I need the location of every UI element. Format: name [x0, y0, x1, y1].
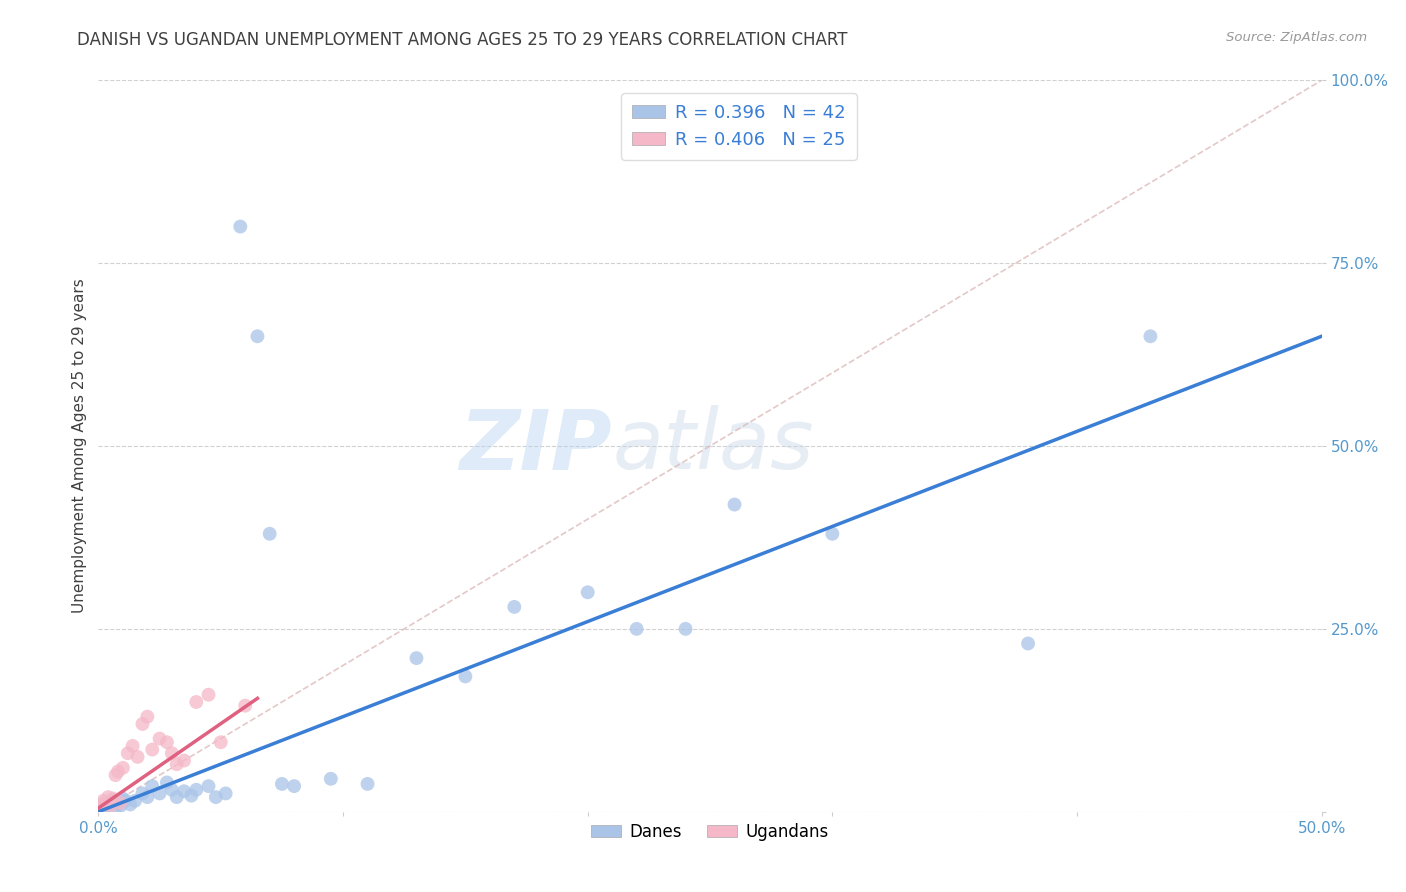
Point	[149, 731, 172, 746]
Point	[124, 794, 146, 808]
Point	[214, 787, 236, 801]
Point	[141, 779, 163, 793]
Point	[356, 777, 378, 791]
Point	[180, 789, 202, 803]
Point	[1139, 329, 1161, 343]
Point	[104, 801, 127, 815]
Point	[156, 735, 179, 749]
Point	[821, 526, 844, 541]
Point	[131, 717, 153, 731]
Point	[107, 797, 129, 812]
Point	[173, 754, 195, 768]
Point	[101, 791, 124, 805]
Point	[110, 796, 132, 810]
Point	[101, 794, 124, 808]
Point	[91, 797, 114, 812]
Text: atlas: atlas	[612, 406, 814, 486]
Point	[100, 798, 122, 813]
Point	[723, 498, 745, 512]
Point	[209, 735, 232, 749]
Point	[117, 746, 139, 760]
Point	[197, 779, 219, 793]
Point	[136, 790, 159, 805]
Point	[319, 772, 342, 786]
Point	[94, 801, 117, 815]
Point	[626, 622, 648, 636]
Text: ZIP: ZIP	[460, 406, 612, 486]
Point	[121, 739, 143, 753]
Point	[100, 796, 122, 810]
Point	[97, 790, 120, 805]
Point	[94, 797, 117, 812]
Point	[104, 768, 127, 782]
Point	[405, 651, 427, 665]
Point	[111, 761, 134, 775]
Point	[90, 797, 112, 812]
Point	[149, 787, 172, 801]
Point	[111, 791, 134, 805]
Point	[246, 329, 269, 343]
Point	[131, 787, 153, 801]
Legend: Danes, Ugandans: Danes, Ugandans	[585, 816, 835, 847]
Point	[166, 757, 188, 772]
Point	[166, 790, 188, 805]
Point	[503, 599, 526, 614]
Point	[233, 698, 256, 713]
Point	[156, 775, 179, 789]
Point	[141, 742, 163, 756]
Point	[127, 749, 149, 764]
Point	[186, 695, 208, 709]
Point	[454, 669, 477, 683]
Point	[97, 798, 120, 813]
Point	[173, 784, 195, 798]
Point	[259, 526, 281, 541]
Text: Source: ZipAtlas.com: Source: ZipAtlas.com	[1226, 31, 1367, 45]
Point	[229, 219, 252, 234]
Point	[283, 779, 305, 793]
Point	[107, 764, 129, 779]
Point	[186, 782, 208, 797]
Point	[110, 798, 132, 813]
Point	[197, 688, 219, 702]
Point	[160, 782, 183, 797]
Y-axis label: Unemployment Among Ages 25 to 29 years: Unemployment Among Ages 25 to 29 years	[72, 278, 87, 614]
Point	[91, 794, 114, 808]
Point	[1017, 636, 1039, 650]
Point	[576, 585, 599, 599]
Point	[160, 746, 183, 760]
Point	[270, 777, 294, 791]
Point	[205, 790, 228, 805]
Text: DANISH VS UGANDAN UNEMPLOYMENT AMONG AGES 25 TO 29 YEARS CORRELATION CHART: DANISH VS UGANDAN UNEMPLOYMENT AMONG AGE…	[77, 31, 848, 49]
Point	[120, 797, 142, 812]
Point	[114, 794, 136, 808]
Point	[136, 709, 159, 723]
Point	[675, 622, 697, 636]
